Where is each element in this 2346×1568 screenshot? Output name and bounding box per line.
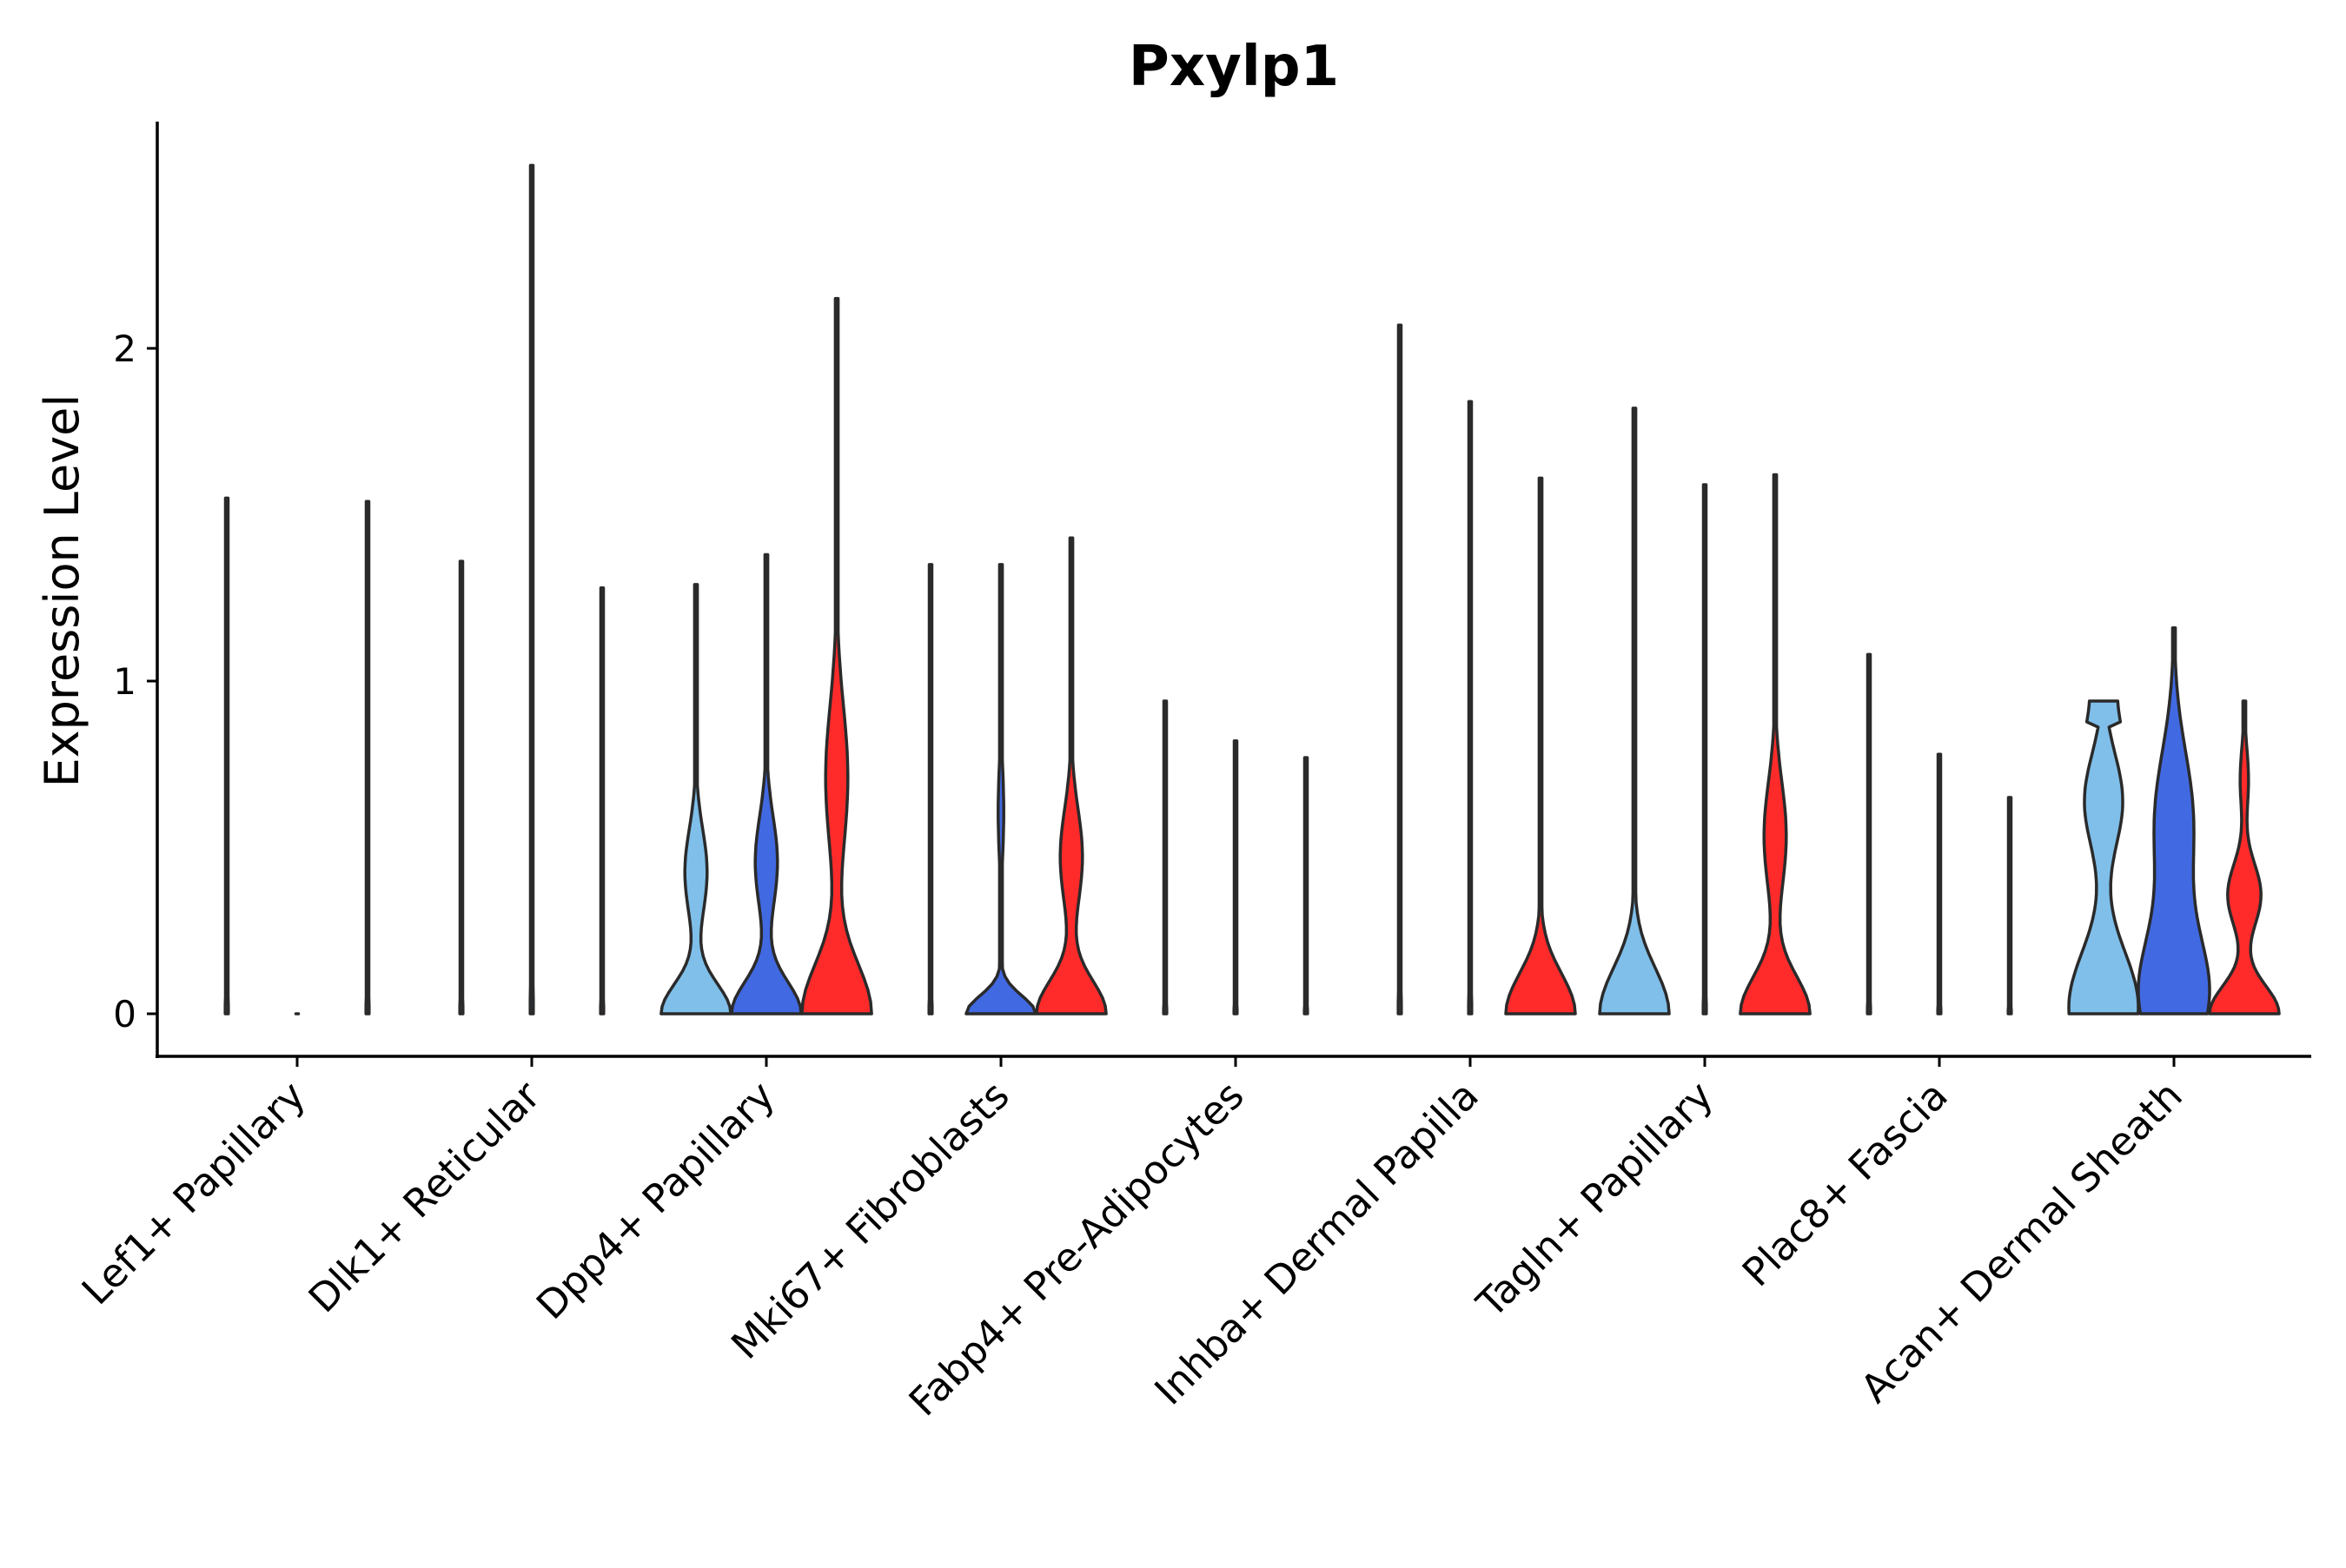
y-axis-ticks: 0 1 2	[113, 327, 157, 1035]
x-category-label: Dpp4+ Papillary	[527, 1072, 784, 1328]
y-tick-label: 2	[113, 327, 136, 370]
violin-0-2	[364, 500, 371, 1016]
violin-4-2	[1302, 756, 1309, 1016]
violin-8-1	[2137, 625, 2211, 1016]
y-tick-label: 0	[113, 993, 136, 1035]
chart-title: Pxylp1	[1129, 35, 1339, 99]
violin-2-1	[730, 552, 803, 1016]
violin-6-1	[1701, 483, 1708, 1016]
violin-7-0	[1866, 652, 1872, 1016]
violin-8-2	[2208, 699, 2281, 1016]
x-category-label: Lef1+ Papillary	[73, 1072, 315, 1313]
y-tick-label: 1	[113, 660, 136, 703]
violin-8-0	[2067, 699, 2140, 1016]
violin-2-0	[659, 583, 732, 1016]
violin-6-2	[1739, 473, 1812, 1016]
violin-5-2	[1504, 476, 1577, 1016]
violin-1-0	[458, 559, 465, 1016]
violin-3-1	[964, 563, 1037, 1016]
violin-1-2	[599, 586, 606, 1016]
violins-group	[223, 163, 2281, 1016]
x-category-label: Tagln+ Papillary	[1468, 1072, 1722, 1327]
x-category-label: Plac8+ Fascia	[1733, 1072, 1957, 1295]
violin-3-2	[1035, 536, 1108, 1016]
violin-1-1	[528, 163, 535, 1016]
x-category-label: Dlk1+ Reticular	[300, 1072, 549, 1321]
violin-4-1	[1232, 739, 1239, 1016]
violin-5-1	[1467, 400, 1474, 1016]
violin-3-0	[927, 563, 934, 1016]
violin-7-2	[2006, 796, 2013, 1016]
y-axis-label: Expression Level	[35, 394, 89, 788]
violin-6-0	[1598, 407, 1671, 1016]
violin-2-2	[800, 296, 873, 1016]
violin-0-0	[223, 496, 230, 1016]
violin-4-0	[1162, 699, 1169, 1016]
violin-5-0	[1396, 323, 1403, 1016]
violin-7-1	[1936, 752, 1943, 1016]
